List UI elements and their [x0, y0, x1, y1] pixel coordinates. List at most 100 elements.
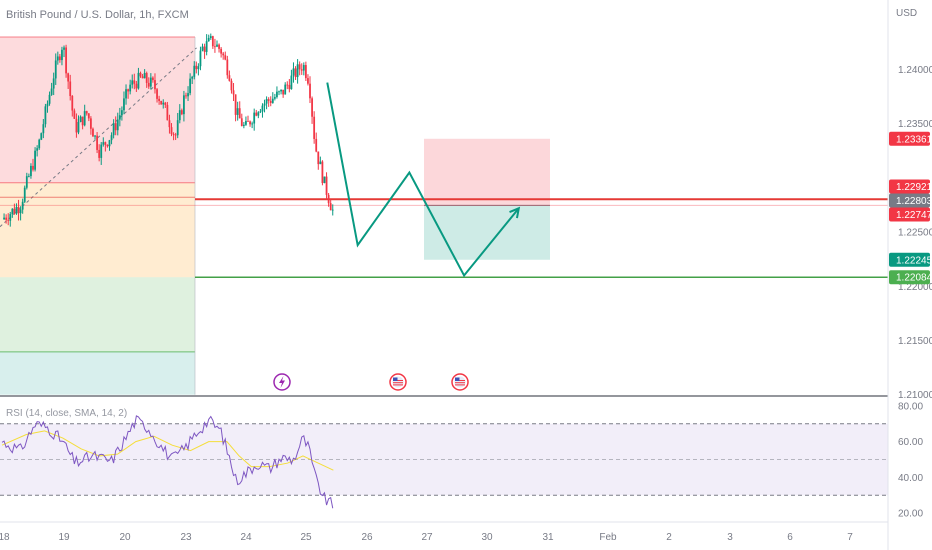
candle-body — [40, 133, 43, 140]
candle-body — [75, 118, 78, 133]
candle-body — [178, 110, 181, 121]
rsi-pane[interactable]: RSI (14, close, SMA, 14, 2) — [0, 408, 888, 509]
candle-body — [58, 56, 61, 61]
time-axis[interactable]: 18 19 20 23 24 25 26 27 30 31 Feb 2 3 6 7 — [0, 521, 888, 543]
candle-body — [50, 88, 53, 95]
candle-body — [313, 116, 316, 139]
candle-body — [222, 53, 225, 56]
candle-body — [160, 100, 163, 105]
candle-body — [273, 97, 276, 99]
candle-body — [168, 120, 171, 128]
candle-body — [21, 201, 24, 210]
candle-body — [238, 108, 241, 119]
candle-body — [300, 69, 303, 71]
candle-body — [114, 123, 117, 131]
horizontal-lines[interactable] — [0, 196, 888, 278]
time-tick-label: 2 — [666, 532, 672, 543]
candle-body — [110, 135, 113, 141]
candle-body — [27, 176, 30, 177]
candle-body — [315, 138, 318, 152]
orange-zone — [0, 182, 195, 278]
candle-body — [81, 116, 84, 126]
rsi-tick-labels: 80.00 60.00 40.00 20.00 — [898, 401, 923, 519]
candle-body — [269, 100, 272, 103]
candle-body — [195, 65, 198, 70]
rsi-tick-label: 40.00 — [898, 473, 923, 484]
candle-body — [30, 165, 32, 177]
candle-body — [71, 95, 74, 111]
position-tool[interactable] — [0, 138, 888, 260]
candle-body — [286, 84, 289, 86]
time-tick-label: 26 — [361, 532, 373, 543]
candle-body — [9, 214, 12, 221]
time-tick-label: 6 — [787, 532, 793, 543]
candle-body — [96, 135, 98, 150]
lightning-glyph — [279, 376, 285, 388]
rsi-line — [1, 415, 334, 509]
price-tags: 1.23361 1.22921 1.22803 1.22747 1.22245 1.220… — [889, 131, 932, 285]
candle-body — [197, 66, 200, 70]
candle-body — [147, 82, 150, 87]
us-flag-event-icon[interactable] — [451, 373, 469, 391]
candle-body — [298, 64, 301, 70]
candle-body — [11, 208, 14, 215]
price-series — [3, 33, 334, 227]
candle-body — [3, 217, 5, 220]
price-tag — [889, 252, 930, 267]
candle-body — [183, 95, 185, 115]
candle-body — [73, 110, 76, 119]
candle-body — [133, 80, 136, 84]
candle-body — [67, 73, 70, 82]
candle-body — [152, 77, 154, 81]
candle-body — [166, 104, 169, 121]
us-flag-event-icon[interactable] — [389, 373, 407, 391]
candle-body — [92, 128, 94, 137]
candle-body — [145, 72, 148, 83]
position-stop-zone — [424, 138, 550, 206]
candle-body — [174, 134, 177, 136]
price-tick-label: 1.23500 — [898, 119, 932, 130]
candle-body — [245, 121, 247, 125]
candle-body — [263, 103, 266, 106]
candle-body — [201, 46, 204, 51]
candle-body — [282, 89, 285, 95]
candle-body — [207, 38, 210, 42]
price-tag — [889, 270, 930, 285]
candle-body — [309, 83, 311, 99]
candle-body — [65, 47, 67, 74]
candle-body — [224, 55, 227, 60]
flag-stripe — [455, 382, 465, 384]
candle-body — [218, 44, 220, 49]
candle-body — [255, 112, 258, 116]
price-axis[interactable]: USD 1.240001.235001.225001.220001.215001… — [887, 0, 932, 550]
candle-body — [129, 84, 132, 92]
candle-body — [54, 60, 57, 79]
price-pane[interactable]: British Pound / U.S. Dollar, 1h, FXCM — [0, 9, 888, 395]
projection-path[interactable] — [326, 82, 520, 278]
lightning-event-icon[interactable] — [273, 373, 291, 391]
candle-body — [259, 111, 262, 113]
candle-body — [331, 209, 334, 211]
candle-body — [323, 176, 326, 184]
candle-body — [44, 106, 47, 125]
candle-body — [36, 148, 39, 151]
candle-body — [98, 149, 101, 158]
price-tick-label: 1.24000 — [898, 65, 932, 76]
flag-stripe — [455, 384, 465, 386]
candle-body — [236, 108, 239, 115]
candle-body — [191, 76, 194, 79]
candle-body — [278, 91, 280, 93]
candle-body — [139, 72, 142, 77]
event-icons[interactable] — [273, 373, 469, 391]
price-tick-label: 1.22500 — [898, 228, 932, 239]
candle-body — [116, 119, 119, 131]
candle-body — [123, 98, 125, 111]
price-tag-label: 1.23361 — [896, 134, 932, 145]
candle-body — [13, 208, 16, 214]
rsi-label: RSI (14, close, SMA, 14, 2) — [6, 408, 127, 419]
time-tick-label: 3 — [727, 532, 733, 543]
candle-body — [193, 65, 196, 77]
flag-stripe — [393, 380, 403, 381]
rsi-tick-label: 20.00 — [898, 509, 923, 520]
